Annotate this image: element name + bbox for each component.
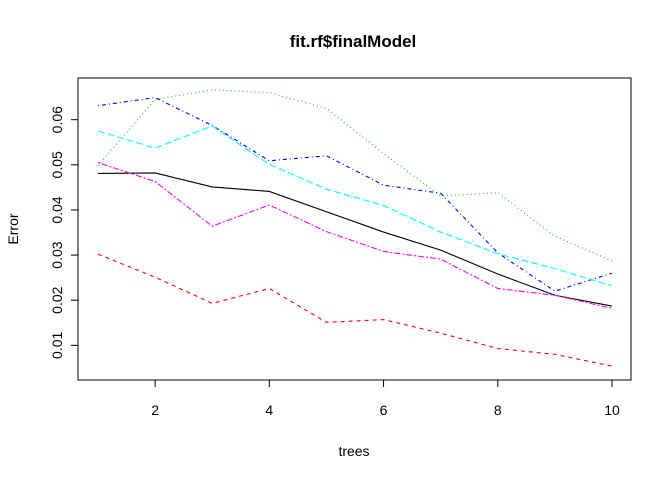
x-tick-label: 6 <box>380 402 388 418</box>
series-line-2 <box>97 253 613 367</box>
series-line-1 <box>97 172 613 307</box>
series-line-5 <box>97 125 613 287</box>
y-tick-label: 0.01 <box>49 332 65 359</box>
y-tick-label: 0.04 <box>49 196 65 223</box>
x-axis-label: trees <box>338 443 369 459</box>
plot-frame <box>77 77 632 381</box>
x-tick-label: 2 <box>151 402 159 418</box>
chart-title: fit.rf$finalModel <box>290 32 417 51</box>
y-tick-label: 0.03 <box>49 241 65 268</box>
series-group <box>97 89 613 367</box>
y-axis-label: Error <box>5 213 21 244</box>
x-axis: 2 4 6 8 10 <box>151 379 620 418</box>
x-tick-label: 10 <box>604 402 620 418</box>
series-line-3 <box>97 89 613 262</box>
series-line-6 <box>97 162 613 309</box>
x-tick-label: 4 <box>265 402 273 418</box>
x-tick-label: 8 <box>494 402 502 418</box>
series-line-4 <box>97 97 613 292</box>
y-axis: 0.01 0.02 0.03 0.04 0.05 0.06 <box>49 106 79 359</box>
y-tick-label: 0.06 <box>49 106 65 133</box>
y-tick-label: 0.02 <box>49 286 65 313</box>
y-tick-label: 0.05 <box>49 151 65 178</box>
